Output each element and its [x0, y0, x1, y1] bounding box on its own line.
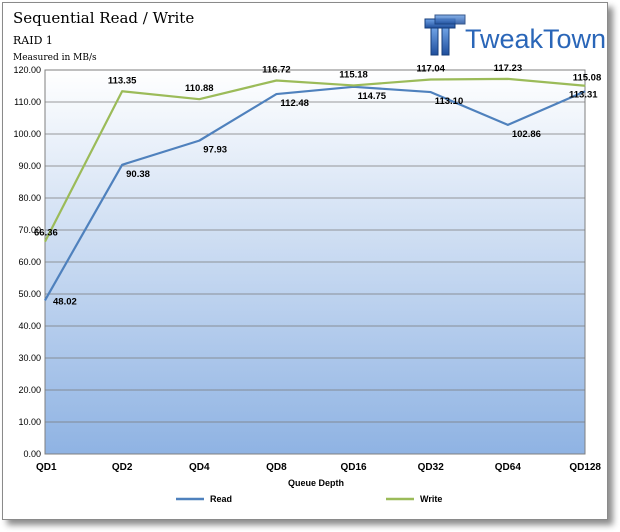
logo-text: TweakTown [465, 24, 606, 54]
y-axis-ticks: 0.00 10.00 20.00 30.00 40.00 50.00 60.00 70.00 8… [13, 65, 41, 459]
y-tick-label: 10.00 [18, 417, 41, 427]
chart-title: Sequential Read / Write [13, 9, 195, 27]
logo-mark-icon [424, 14, 466, 56]
data-point-write [507, 78, 509, 80]
chart-subtitle: RAID 1 [13, 34, 53, 47]
data-label-write: 115.08 [573, 73, 602, 84]
data-point-write [121, 90, 123, 92]
x-tick-label: QD4 [189, 462, 210, 473]
data-label-read: 113.31 [569, 89, 598, 100]
data-point-read [507, 124, 509, 126]
data-label-read: 113.10 [435, 96, 464, 107]
legend-label-write: Write [420, 494, 442, 504]
data-point-read [198, 140, 200, 142]
tweaktown-logo: TweakTown [424, 14, 606, 56]
y-tick-label: 30.00 [18, 353, 41, 363]
data-label-read: 90.38 [126, 169, 150, 180]
data-label-write: 115.18 [339, 69, 368, 80]
data-labels: 48.02 90.38 97.93 112.48 114.75 113.10 102.86 1… [34, 63, 601, 307]
x-tick-label: QD128 [569, 462, 601, 473]
y-tick-label: 60.00 [18, 257, 41, 267]
data-label-read: 114.75 [358, 91, 387, 102]
y-tick-label: 110.00 [14, 97, 41, 107]
y-tick-label: 90.00 [18, 161, 41, 171]
data-point-write [275, 79, 277, 81]
gridlines [45, 101, 585, 423]
y-tick-label: 20.00 [18, 385, 41, 395]
data-point-write [430, 78, 432, 80]
y-tick-label: 40.00 [18, 321, 41, 331]
series-line-read [44, 85, 586, 301]
data-point-read [353, 86, 355, 88]
data-label-write: 110.88 [185, 83, 214, 94]
x-tick-label: QD64 [495, 462, 522, 473]
data-point-write [353, 84, 355, 86]
legend: Read Write [176, 494, 442, 504]
x-axis-ticks: QD1 QD2 QD4 QD8 QD16 QD32 QD64 QD128 [36, 462, 601, 473]
data-label-write: 116.72 [262, 64, 291, 75]
y-tick-label: 0.00 [23, 449, 41, 459]
data-point-write [198, 98, 200, 100]
y-tick-label: 50.00 [18, 289, 41, 299]
unit-label: Measured in MB/s [13, 53, 97, 63]
x-axis-title: Queue Depth [288, 478, 344, 488]
data-label-write: 117.04 [416, 63, 445, 74]
x-tick-label: QD1 [36, 462, 57, 473]
data-label-write: 66.36 [34, 228, 58, 239]
x-tick-label: QD16 [341, 462, 368, 473]
series-line-write [44, 77, 586, 243]
data-label-read: 97.93 [203, 145, 227, 156]
data-point-read [430, 91, 432, 93]
y-tick-label: 80.00 [18, 193, 41, 203]
data-label-write: 117.23 [494, 63, 523, 74]
data-point-read [584, 90, 586, 92]
data-label-write: 113.35 [108, 75, 137, 86]
x-tick-label: QD8 [266, 462, 287, 473]
y-tick-label: 120.00 [13, 65, 41, 75]
data-point-read [121, 164, 123, 166]
x-tick-label: QD32 [418, 462, 445, 473]
data-point-read [275, 93, 277, 95]
data-label-read: 102.86 [512, 129, 541, 140]
series-lines [44, 77, 586, 301]
data-label-read: 48.02 [53, 296, 77, 307]
data-point-write [44, 241, 46, 243]
x-tick-label: QD2 [112, 462, 133, 473]
legend-label-read: Read [210, 494, 232, 504]
data-point-write [584, 85, 586, 87]
y-tick-label: 100.00 [13, 129, 41, 139]
data-label-read: 112.48 [280, 98, 309, 109]
y-tick-label: 70.00 [18, 225, 41, 235]
data-point-read [44, 299, 46, 301]
